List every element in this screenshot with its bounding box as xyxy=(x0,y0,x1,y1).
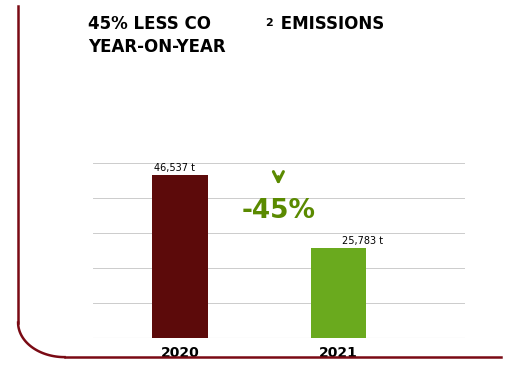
Bar xyxy=(311,248,367,338)
Text: -45%: -45% xyxy=(241,198,315,224)
Text: YEAR-ON-YEAR: YEAR-ON-YEAR xyxy=(88,38,225,56)
Text: 45% LESS CO: 45% LESS CO xyxy=(88,15,211,33)
Text: 46,537 t: 46,537 t xyxy=(154,163,195,173)
Text: 2: 2 xyxy=(265,18,273,28)
Bar xyxy=(153,175,208,338)
Text: EMISSIONS: EMISSIONS xyxy=(275,15,384,33)
Text: 25,783 t: 25,783 t xyxy=(342,236,383,246)
